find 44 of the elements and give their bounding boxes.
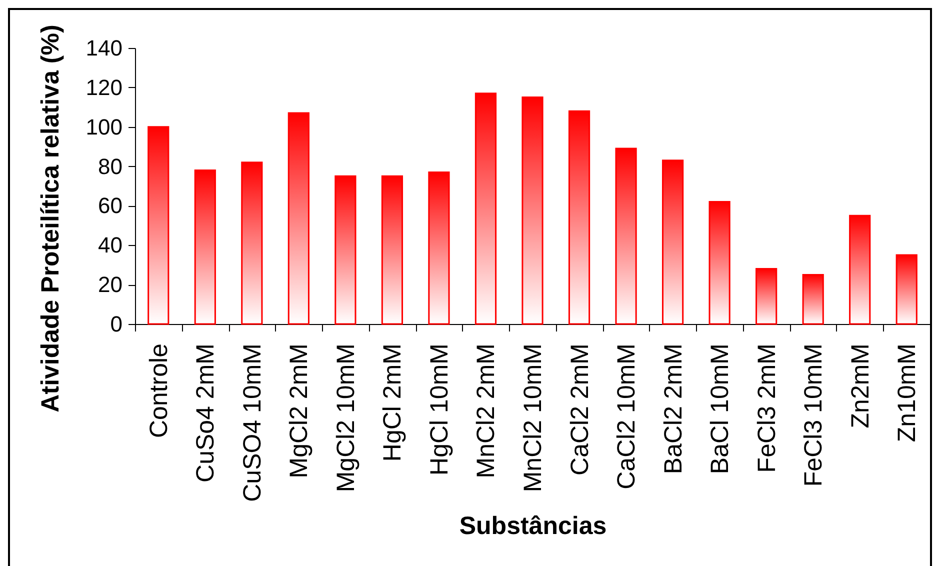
y-axis-title: Atividade Proteilítica relativa (%)	[36, 24, 64, 412]
bar	[896, 254, 918, 325]
bar	[756, 268, 778, 325]
x-tick-label: FeCl3 10mM	[800, 344, 828, 487]
x-tick-label: CaCl2 10mM	[612, 344, 641, 490]
bar	[802, 274, 824, 325]
x-tick-label: MgCl2 2mM	[285, 344, 314, 478]
x-tick-label: Zn2mM	[846, 344, 874, 428]
y-tick-label: 100	[86, 114, 122, 140]
x-tick-label: CuSo4 2mM	[192, 344, 220, 482]
bar	[522, 96, 544, 325]
x-tick-label: MnCl2 10mM	[519, 344, 547, 492]
x-tick-label: Zn10mM	[893, 344, 922, 442]
x-tick-label: BaCl 10mM	[706, 344, 734, 474]
bar	[428, 171, 450, 325]
y-tick-label: 80	[98, 154, 122, 179]
x-tick-label: MnCl2 2mM	[472, 344, 500, 478]
x-tick-label: BaCl2 2mM	[659, 344, 688, 474]
bar	[288, 112, 310, 325]
bar	[708, 201, 730, 325]
bar	[194, 169, 216, 325]
y-tick-label: 20	[98, 272, 122, 298]
y-tick-label: 140	[86, 36, 122, 60]
bar	[334, 175, 356, 325]
bar	[849, 214, 871, 325]
bar	[381, 175, 404, 325]
y-tick-label: 60	[98, 193, 122, 218]
x-tick-label: CuSO4 10mM	[238, 344, 266, 502]
bar	[568, 110, 590, 325]
y-tick-label: 0	[110, 312, 122, 336]
x-tick-label: FeCl3 2mM	[752, 344, 781, 473]
x-tick-label: MgCl2 10mM	[332, 344, 360, 492]
x-tick-label: Controle	[144, 344, 173, 438]
bar	[662, 160, 684, 325]
y-tick-label: 120	[86, 74, 122, 100]
bar	[615, 148, 637, 325]
bar	[474, 92, 497, 325]
x-tick-label: HgCl 2mM	[378, 344, 407, 462]
x-axis-title: Substâncias	[459, 512, 607, 540]
y-tick-label: 40	[98, 232, 122, 258]
bar	[148, 126, 170, 325]
x-tick-label: HgCl 10mM	[425, 344, 454, 476]
bar	[241, 162, 263, 325]
x-tick-label: CaCl2 2mM	[566, 344, 594, 476]
